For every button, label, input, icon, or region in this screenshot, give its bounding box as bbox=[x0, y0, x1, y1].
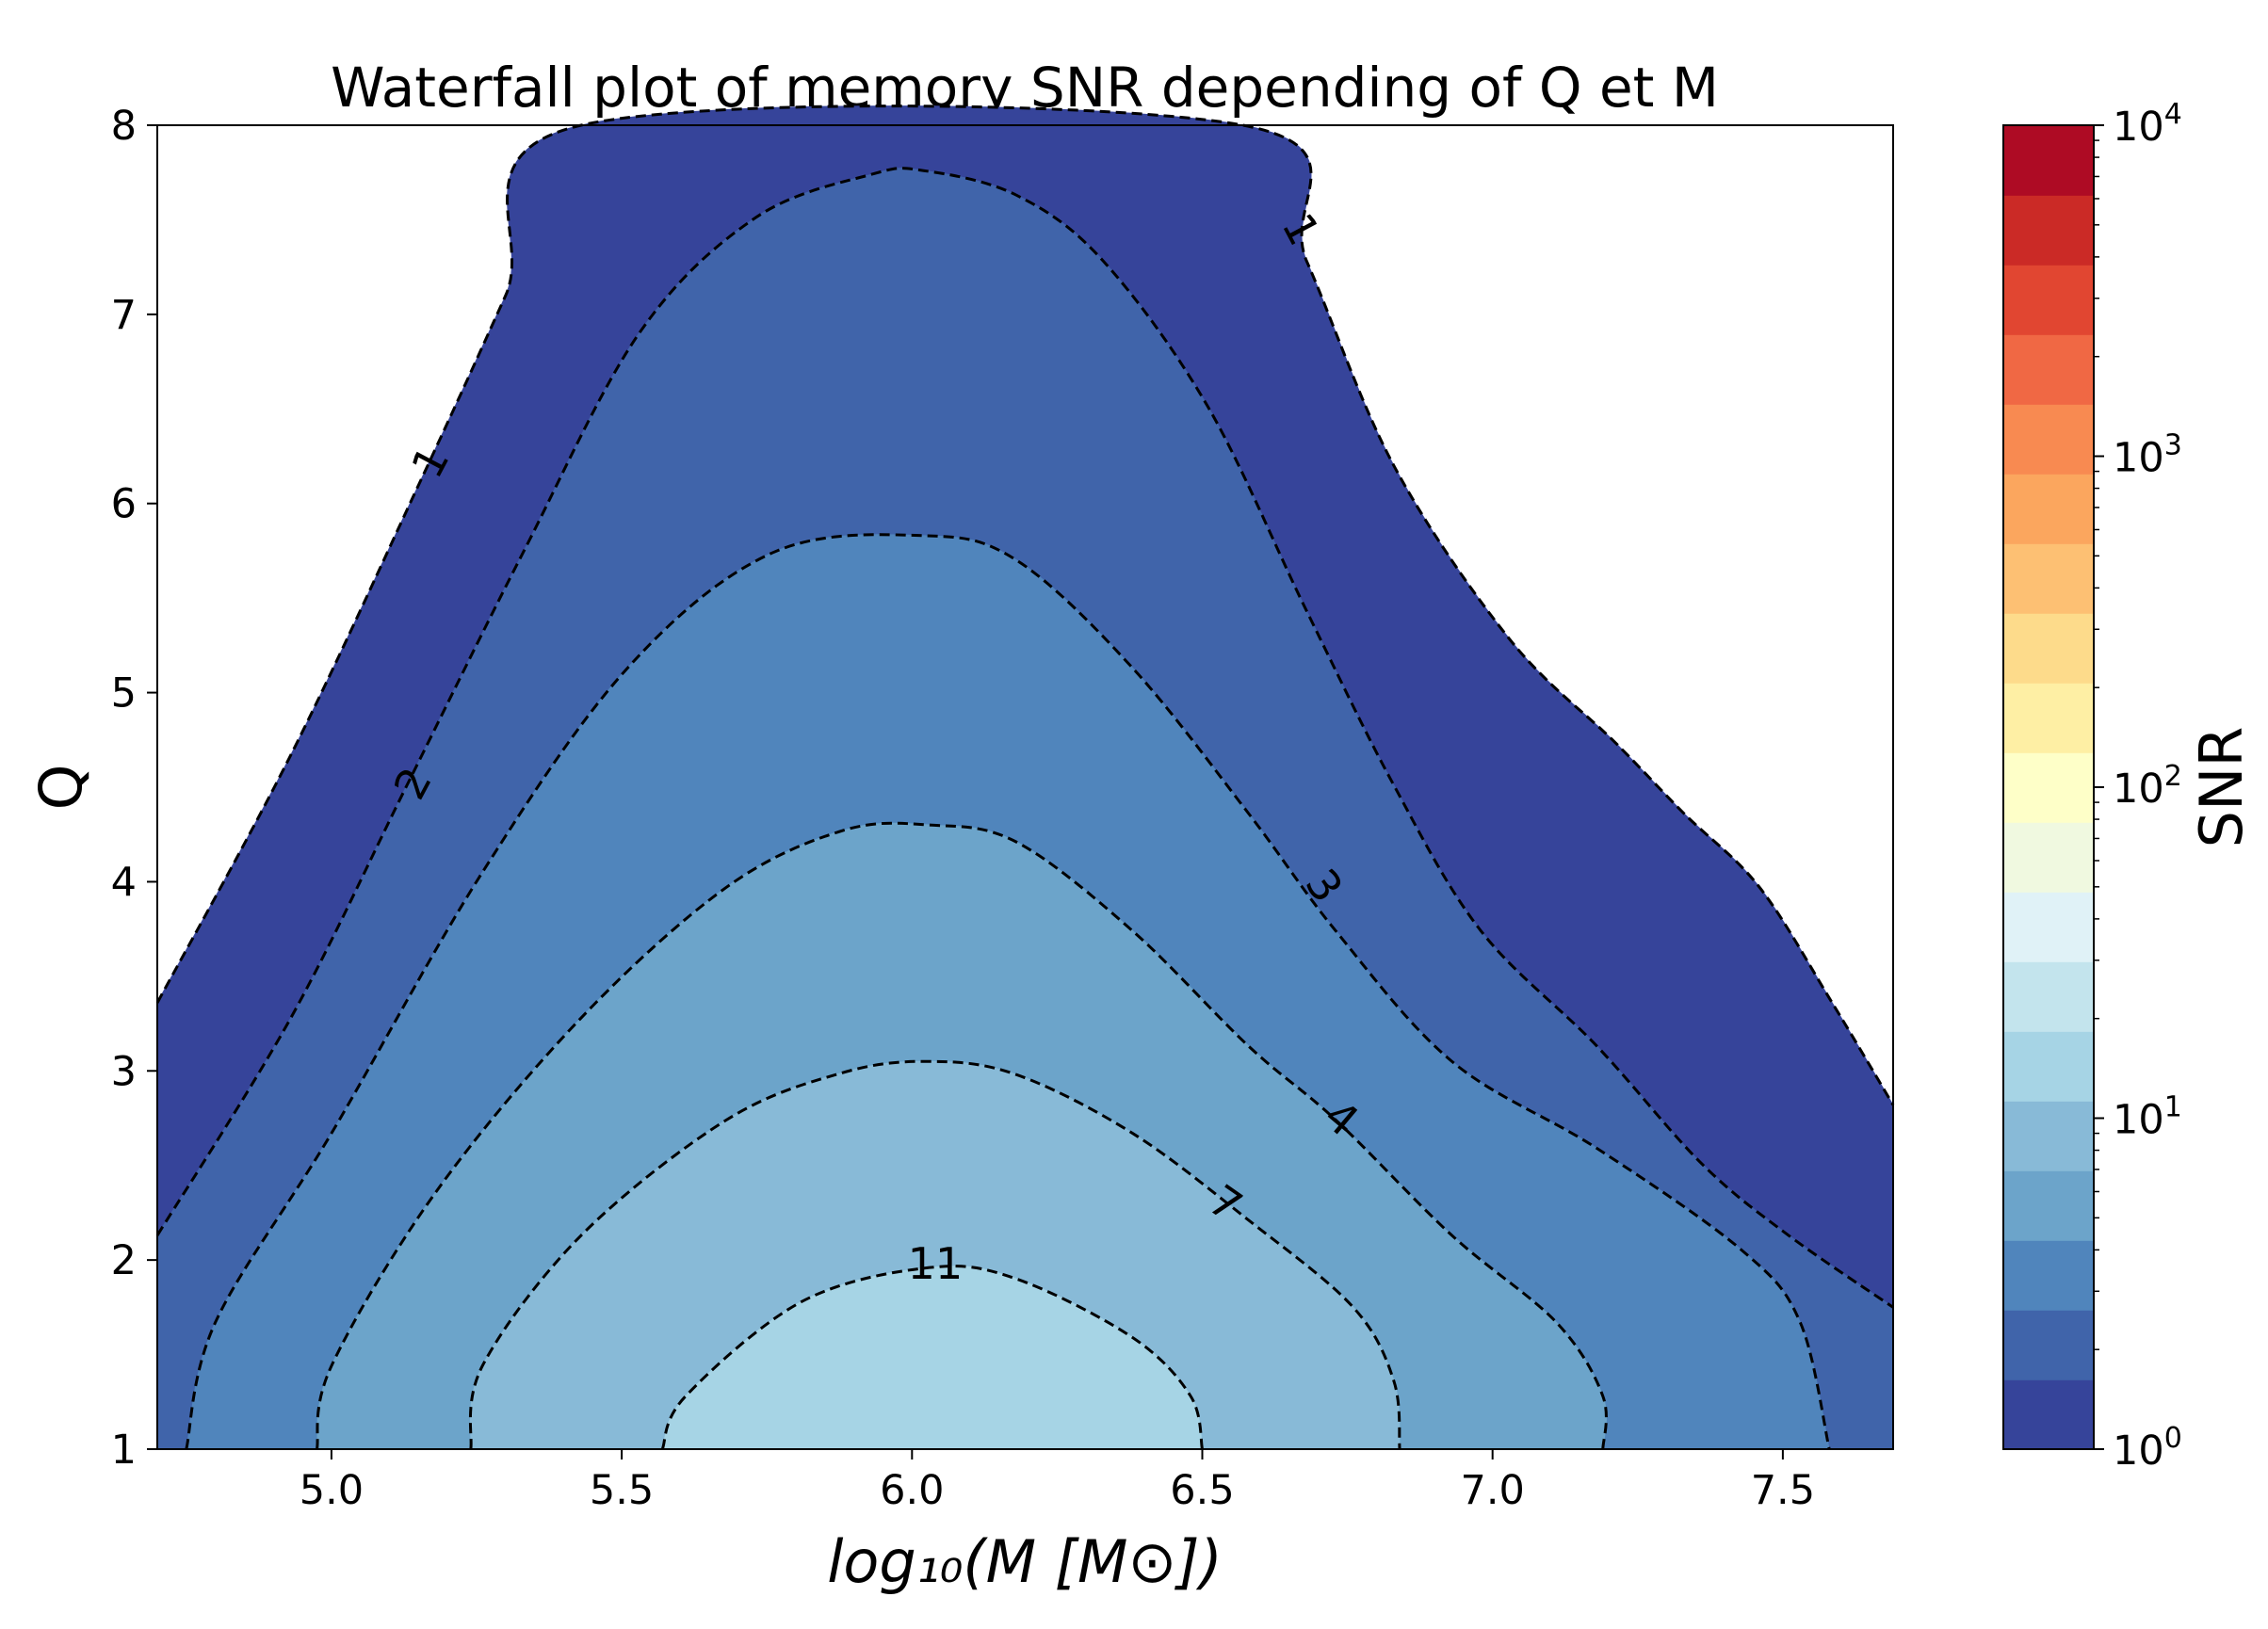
colorbar-band bbox=[2003, 892, 2094, 962]
y-tick-label: 5 bbox=[111, 670, 137, 718]
colorbar-band bbox=[2003, 752, 2094, 823]
colorbar-band bbox=[2003, 1379, 2094, 1450]
colorbar-band bbox=[2003, 195, 2094, 266]
colorbar-tick-label: 104 bbox=[2113, 98, 2182, 151]
colorbar-band bbox=[2003, 961, 2094, 1032]
y-tick-label: 3 bbox=[111, 1048, 137, 1095]
colorbar: 100 101 102 103 104 bbox=[2002, 98, 2182, 1475]
colorbar-band bbox=[2003, 404, 2094, 475]
y-tick-label: 7 bbox=[111, 292, 137, 339]
colorbar-band bbox=[2003, 1031, 2094, 1102]
contour-line bbox=[316, 821, 1608, 1450]
x-tick-label: 7.0 bbox=[1460, 1467, 1524, 1514]
colorbar-tick-label: 100 bbox=[2113, 1422, 2182, 1475]
contour-label: 11 bbox=[908, 1238, 964, 1289]
colorbar-band bbox=[2003, 613, 2094, 684]
contour-line bbox=[660, 1265, 1204, 1450]
colorbar-band bbox=[2003, 543, 2094, 614]
colorbar-band bbox=[2003, 822, 2094, 893]
colorbar-band bbox=[2003, 265, 2094, 335]
contour-line bbox=[468, 1059, 1401, 1450]
x-tick-label: 5.5 bbox=[590, 1467, 654, 1514]
colorbar-label: SNR bbox=[2187, 727, 2256, 848]
x-axis-label: log₁₀(M [M⊙]) bbox=[827, 1527, 1223, 1596]
colorbar-band bbox=[2003, 334, 2094, 405]
x-tick-label: 6.0 bbox=[880, 1467, 944, 1514]
colorbar-tick-label: 102 bbox=[2113, 760, 2182, 813]
contour-line bbox=[185, 533, 1831, 1450]
contour-line bbox=[155, 167, 1894, 1309]
colorbar-band bbox=[2003, 474, 2094, 544]
colorbar-band bbox=[2003, 1170, 2094, 1241]
contour-lines bbox=[155, 105, 1895, 1450]
x-tick-label: 5.0 bbox=[300, 1467, 364, 1514]
y-axis: 1 2 3 4 5 6 7 8 bbox=[111, 103, 157, 1474]
y-tick-label: 2 bbox=[111, 1237, 137, 1284]
contour-fills bbox=[156, 105, 1894, 1450]
contour-line bbox=[155, 105, 1895, 1106]
y-axis-label: Q bbox=[26, 765, 95, 811]
y-tick-label: 4 bbox=[111, 859, 137, 906]
y-tick-label: 1 bbox=[111, 1427, 137, 1474]
colorbar-band bbox=[2003, 125, 2094, 196]
colorbar-band bbox=[2003, 1240, 2094, 1311]
y-tick-label: 6 bbox=[111, 481, 137, 528]
colorbar-band bbox=[2003, 683, 2094, 753]
colorbar-band bbox=[2003, 1101, 2094, 1171]
x-tick-label: 6.5 bbox=[1170, 1467, 1234, 1514]
x-tick-label: 7.5 bbox=[1751, 1467, 1815, 1514]
colorbar-tick-label: 103 bbox=[2113, 429, 2182, 482]
colorbar-tick-label: 101 bbox=[2113, 1091, 2182, 1144]
colorbar-band bbox=[2003, 1310, 2094, 1380]
x-axis: 5.0 5.5 6.0 6.5 7.0 7.5 bbox=[300, 1449, 1815, 1514]
y-tick-label: 8 bbox=[111, 103, 137, 150]
plot-frame bbox=[156, 124, 1894, 1450]
